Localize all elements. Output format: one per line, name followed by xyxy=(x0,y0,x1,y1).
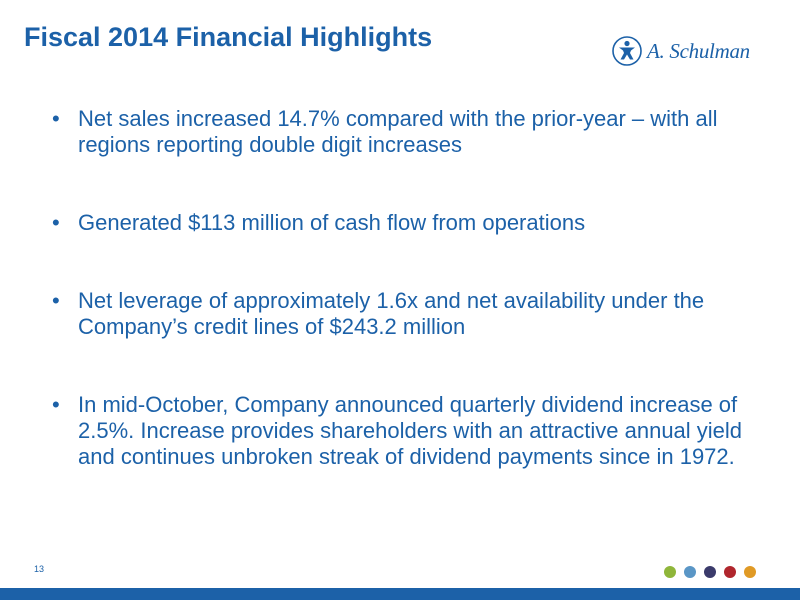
bullet-cash-flow: Generated $113 million of cash flow from… xyxy=(52,210,752,236)
bottom-bar xyxy=(0,588,800,600)
figure-emblem-icon xyxy=(612,36,642,66)
bullet-dividend: In mid-October, Company announced quarte… xyxy=(52,392,752,470)
company-logo: A. Schulman xyxy=(612,36,750,66)
dot-navy xyxy=(704,566,716,578)
highlights-list: Net sales increased 14.7% compared with … xyxy=(52,106,752,470)
logo-wordmark: A. Schulman xyxy=(647,38,750,63)
bullet-net-sales: Net sales increased 14.7% compared with … xyxy=(52,106,752,158)
dot-green xyxy=(664,566,676,578)
page-number: 13 xyxy=(34,564,45,574)
dot-orange xyxy=(744,566,756,578)
footer-dots xyxy=(664,566,764,578)
slide-title: Fiscal 2014 Financial Highlights xyxy=(24,22,433,52)
dot-red xyxy=(724,566,736,578)
bullet-net-leverage: Net leverage of approximately 1.6x and n… xyxy=(52,288,752,340)
dot-light-blue xyxy=(684,566,696,578)
